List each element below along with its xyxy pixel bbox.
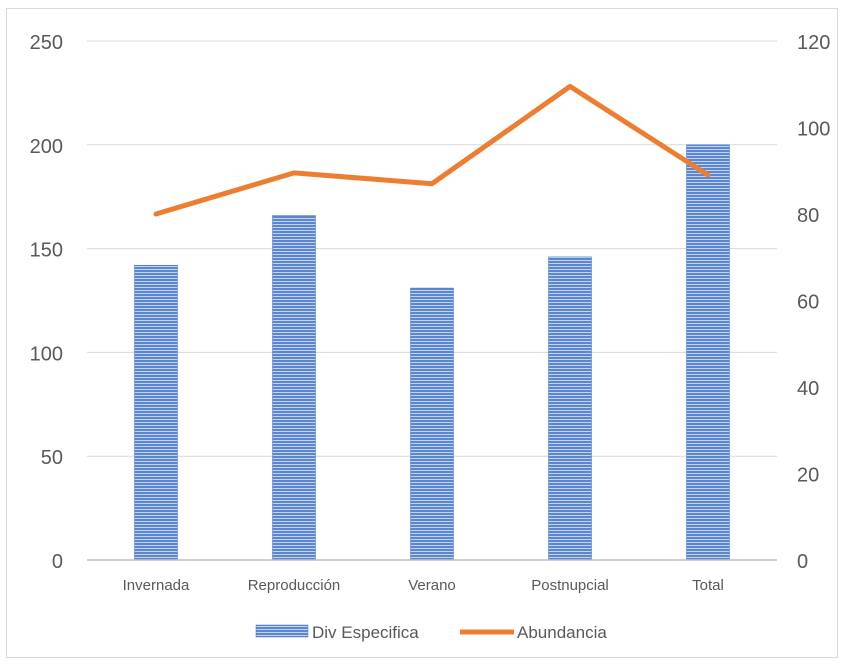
axes: 0 50 100 150 200 250 0 20 40 60 80 100 120 Invernada R… <box>30 32 831 594</box>
y2-tick-label: 60 <box>797 292 819 314</box>
y2-tick-label: 20 <box>797 465 819 487</box>
line-series <box>153 83 711 217</box>
x-tick-label: Reproducción <box>248 577 341 594</box>
legend: Div Especifica Abundancia <box>255 623 607 642</box>
y2-tick-label: 40 <box>797 378 819 400</box>
bar <box>410 287 454 561</box>
legend-label-abundancia: Abundancia <box>517 623 607 642</box>
y-tick-label: 150 <box>30 240 63 262</box>
y-tick-label: 250 <box>30 32 63 54</box>
bar <box>548 256 592 561</box>
abundancia-line <box>153 83 711 217</box>
y2-tick-label: 100 <box>797 119 830 141</box>
y-tick-label: 0 <box>52 551 63 573</box>
x-tick-label: Postnupcial <box>531 577 609 594</box>
bar-series <box>134 144 730 561</box>
bar <box>272 215 316 561</box>
bar <box>686 144 730 561</box>
x-tick-label: Verano <box>408 577 456 594</box>
y-tick-label: 200 <box>30 136 63 158</box>
x-tick-label: Total <box>692 577 724 594</box>
y-tick-label: 100 <box>30 343 63 365</box>
y2-tick-label: 120 <box>797 32 830 54</box>
y2-tick-label: 0 <box>797 551 808 573</box>
x-tick-label: Invernada <box>123 577 190 594</box>
y2-tick-label: 80 <box>797 205 819 227</box>
y-tick-label: 50 <box>41 447 63 469</box>
legend-label-div-especifica: Div Especifica <box>312 623 419 642</box>
legend-swatch-div-especifica <box>255 624 309 638</box>
bar <box>134 264 178 561</box>
